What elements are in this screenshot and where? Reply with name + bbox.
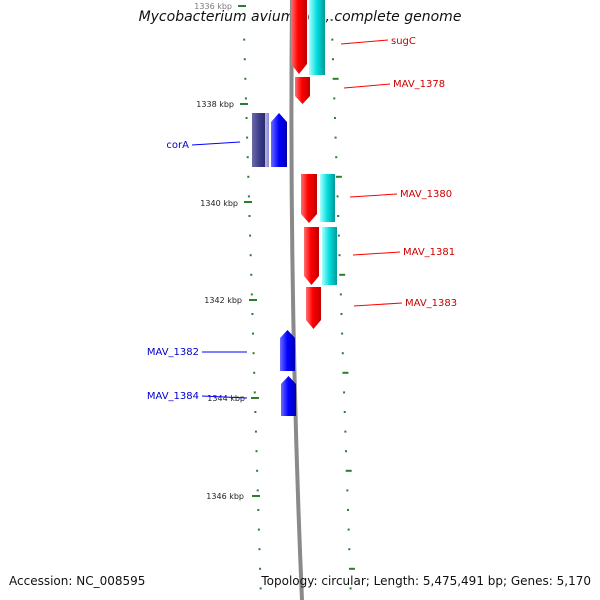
tick-label-1344: 1344 kbp [207, 394, 245, 403]
forward-genes [291, 0, 321, 329]
label-MAV_1380[interactable]: MAV_1380 [400, 189, 452, 200]
cyan-feature-2[interactable] [320, 174, 335, 222]
reverse-genes [252, 113, 296, 416]
tick-label-1346: 1346 kbp [206, 492, 244, 501]
tick-label-1336: 1336 kbp [194, 2, 232, 11]
cyan-feature-3[interactable] [322, 227, 337, 285]
gene-MAV_1384[interactable] [281, 376, 296, 416]
label-MAV_1383[interactable]: MAV_1383 [405, 298, 457, 309]
minor-ticks [242, 19, 355, 590]
gene-sugC[interactable] [291, 0, 307, 74]
gene-MAV_1383[interactable] [306, 287, 321, 329]
label-MAV_1381[interactable]: MAV_1381 [403, 247, 455, 258]
cyan-feature-1[interactable] [309, 0, 325, 75]
gene-MAV_1381[interactable] [304, 227, 319, 285]
topology-summary: Topology: circular; Length: 5,475,491 bp… [261, 574, 591, 588]
gene-labels: sugC MAV_1378 corA MAV_1380 MAV_1381 MAV… [147, 36, 457, 402]
tick-label-1338: 1338 kbp [196, 100, 234, 109]
gene-MAV_1378[interactable] [295, 77, 310, 104]
cyan-features [309, 0, 337, 285]
label-leaders [191, 39, 403, 399]
label-MAV_1382[interactable]: MAV_1382 [147, 347, 199, 358]
leader-MAV_1381 [352, 251, 401, 256]
leader-MAV_1378 [343, 83, 391, 89]
gene-corA[interactable] [271, 113, 287, 167]
tick-marks: 1336 kbp 1338 kbp 1340 kbp 1342 kbp 1344… [194, 2, 260, 501]
leader-MAV_1383 [353, 302, 403, 307]
genome-backbone [289, 0, 304, 600]
feature-dark-edge [265, 113, 269, 167]
label-corA[interactable]: corA [166, 140, 189, 151]
tick-label-1340: 1340 kbp [200, 199, 238, 208]
leader-corA [191, 141, 241, 146]
label-sugC[interactable]: sugC [391, 36, 416, 47]
label-MAV_1384[interactable]: MAV_1384 [147, 391, 199, 402]
leader-MAV_1380 [349, 193, 398, 198]
accession-text: Accession: NC_008595 [9, 574, 146, 588]
leader-MAV_1384 [201, 395, 248, 399]
tick-label-1342: 1342 kbp [204, 296, 242, 305]
gene-MAV_1382[interactable] [280, 330, 295, 371]
gene-MAV_1380[interactable] [301, 174, 317, 223]
label-MAV_1378[interactable]: MAV_1378 [393, 79, 445, 90]
leader-sugC [340, 39, 389, 45]
feature-dark[interactable] [252, 113, 268, 167]
